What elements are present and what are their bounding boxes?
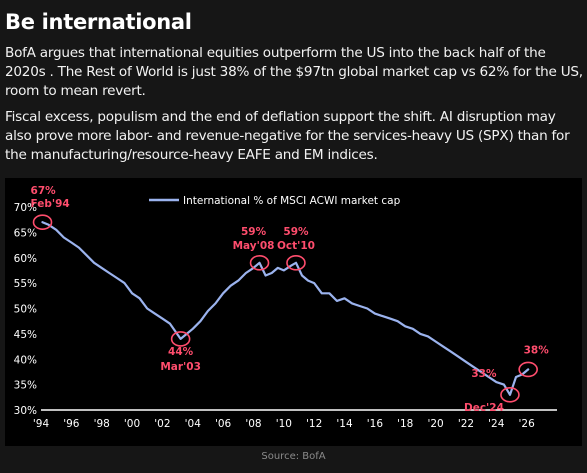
chart-panel: 30% 35% 40% 45% 50% 55% 60% 65% 70% '94 '96 '98 '00 '… bbox=[5, 178, 582, 446]
annotation-value: 59% bbox=[283, 226, 309, 238]
x-tick-label: '14 bbox=[336, 418, 353, 430]
legend-label: International % of MSCI ACWI market cap bbox=[183, 195, 401, 207]
annotation-circle bbox=[518, 361, 538, 378]
detail-paragraph: Fiscal excess, populism and the end of d… bbox=[5, 109, 570, 163]
annotation-value: 59% bbox=[241, 226, 267, 238]
annotation-circle bbox=[170, 331, 191, 347]
y-tick-label: 30% bbox=[14, 405, 37, 417]
x-tick-label: '04 bbox=[185, 418, 202, 430]
intro-paragraph: BofA argues that international equities … bbox=[5, 45, 583, 99]
x-tick-label: '22 bbox=[458, 418, 474, 430]
x-tick-label: '20 bbox=[427, 418, 443, 430]
x-tick-label: '02 bbox=[154, 418, 170, 430]
x-tick-label: '18 bbox=[397, 418, 413, 430]
x-tick-label: '96 bbox=[63, 418, 80, 430]
y-tick-label: 55% bbox=[14, 278, 37, 290]
annotation-circle bbox=[249, 255, 270, 271]
x-tick-label: '94 bbox=[33, 418, 50, 430]
source-caption: Source: BofA bbox=[261, 451, 326, 462]
series-line bbox=[41, 221, 530, 396]
annotation-value: 67% bbox=[31, 185, 57, 197]
y-tick-label: 50% bbox=[14, 304, 37, 316]
line-chart: 30% 35% 40% 45% 50% 55% 60% 65% 70% '94 '96 '98 '00 '… bbox=[14, 185, 557, 430]
y-tick-label: 70% bbox=[14, 202, 37, 214]
y-tick-label: 60% bbox=[14, 253, 37, 265]
y-tick-label: 40% bbox=[14, 354, 37, 366]
annotation-date: Mar'03 bbox=[160, 361, 201, 373]
x-tick-label: '16 bbox=[367, 418, 384, 430]
x-tick-label: '10 bbox=[276, 418, 292, 430]
x-tick-label: '98 bbox=[94, 418, 110, 430]
x-tick-label: '26 bbox=[519, 418, 536, 430]
annotation-date: Oct'10 bbox=[277, 240, 315, 252]
x-tick-label: '00 bbox=[124, 418, 140, 430]
x-tick-label: '06 bbox=[215, 418, 232, 430]
y-tick-label: 65% bbox=[14, 227, 37, 239]
annotation-date: Feb'94 bbox=[31, 198, 70, 210]
y-tick-label: 35% bbox=[14, 380, 37, 392]
annotation-value: 38% bbox=[524, 344, 550, 356]
y-tick-label: 45% bbox=[14, 329, 37, 341]
x-tick-label: '12 bbox=[306, 418, 322, 430]
annotation-circle bbox=[32, 214, 53, 231]
page-title: Be international bbox=[5, 10, 192, 34]
annotation-value: 33% bbox=[471, 368, 497, 380]
annotation-date: Dec'24 bbox=[464, 402, 504, 414]
annotation-value: 44% bbox=[168, 346, 194, 358]
x-tick-label: '08 bbox=[245, 418, 261, 430]
annotation-date: May'08 bbox=[233, 240, 275, 252]
annotation-circle bbox=[500, 386, 520, 403]
x-tick-label: '24 bbox=[488, 418, 505, 430]
annotation-circle bbox=[286, 255, 306, 271]
